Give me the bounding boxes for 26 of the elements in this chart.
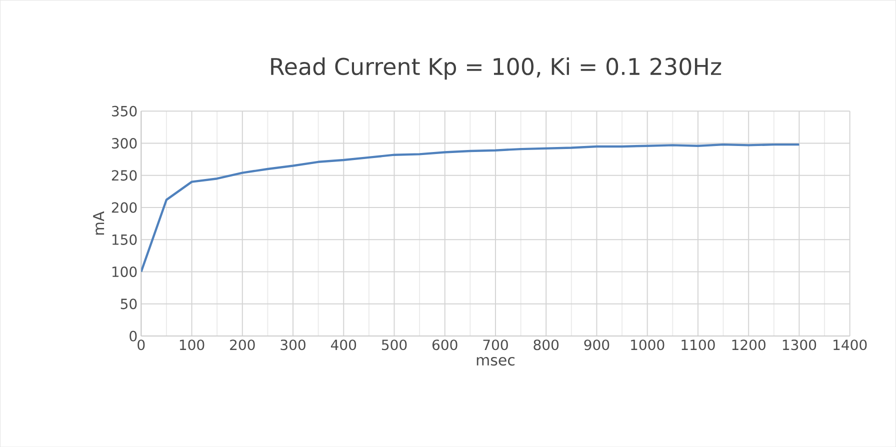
- x-tick-label: 800: [534, 339, 559, 350]
- x-tick-label: 1000: [631, 339, 664, 350]
- x-tick-label: 200: [230, 339, 255, 350]
- x-tick-label: 1400: [834, 339, 867, 350]
- y-tick-label: 50: [120, 298, 137, 310]
- x-tick-label: 100: [180, 339, 204, 350]
- chart-title: Read Current Kp = 100, Ki = 0.1 230Hz: [271, 57, 722, 80]
- y-axis-title: mA: [93, 211, 104, 235]
- x-tick-label: 900: [584, 339, 610, 350]
- x-tick-label: 300: [280, 339, 306, 350]
- x-tick-label: 500: [382, 339, 407, 350]
- x-tick-label: 1200: [732, 339, 766, 350]
- y-tick-label: 300: [112, 138, 137, 148]
- x-tick-label: 1300: [782, 339, 816, 350]
- y-tick-label: 200: [112, 202, 137, 213]
- x-axis-title: msec: [476, 356, 514, 366]
- y-tick-label: 0: [130, 330, 137, 342]
- x-tick-label: 700: [483, 339, 508, 350]
- y-tick-label: 250: [112, 170, 137, 181]
- x-tick-label: 400: [330, 339, 356, 350]
- y-tick-label: 100: [112, 266, 137, 277]
- x-tick-label: 0: [138, 339, 145, 350]
- x-tick-label: 1100: [682, 339, 715, 350]
- y-tick-label: 150: [112, 234, 137, 245]
- y-tick-label: 350: [112, 106, 137, 116]
- x-tick-label: 600: [432, 339, 458, 350]
